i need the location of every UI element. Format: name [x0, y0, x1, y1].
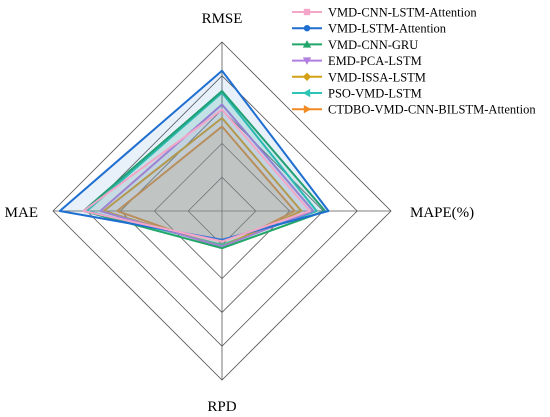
legend-item-vmd-issa-lstm: VMD-ISSA-LSTM: [292, 70, 426, 84]
legend-label: VMD-CNN-LSTM-Attention: [328, 6, 477, 20]
legend-item-vmd-cnn-gru: VMD-CNN-GRU: [292, 38, 418, 52]
legend-label: VMD-ISSA-LSTM: [328, 70, 426, 84]
legend-label: VMD-CNN-GRU: [328, 38, 418, 52]
axis-label-right: MAPE(%): [410, 205, 474, 221]
legend-marker-circle: [303, 25, 311, 32]
series-polygon-emd-pca-lstm: [99, 103, 315, 248]
series-polygon-vmd-cnn-gru: [82, 90, 327, 250]
legend-label: PSO-VMD-LSTM: [328, 87, 422, 101]
legend-item-vmd-lstm-attention: VMD-LSTM-Attention: [292, 22, 447, 36]
legend-marker-diamond: [302, 72, 312, 81]
radar-series: [58, 69, 330, 250]
radar-axis-labels: RMSE MAPE(%) RPD MAE: [5, 11, 475, 415]
legend-marker-triangle-left: [302, 88, 311, 98]
series-polygon-vmd-lstm-attention: [58, 69, 330, 241]
legend-label: CTDBO-VMD-CNN-BILSTM-Attention: [328, 103, 536, 117]
legend-marker-square: [303, 8, 311, 16]
legend-label: EMD-PCA-LSTM: [328, 54, 422, 68]
legend-label: VMD-LSTM-Attention: [328, 22, 447, 36]
series-polygon-pso-vmd-lstm: [85, 91, 318, 246]
legend-item-ctdbo-vmd-cnn-bilstm-attention: CTDBO-VMD-CNN-BILSTM-Attention: [292, 103, 536, 117]
legend-item-pso-vmd-lstm: PSO-VMD-LSTM: [292, 87, 422, 101]
legend-marker-triangle-up: [302, 40, 312, 48]
legend-item-emd-pca-lstm: EMD-PCA-LSTM: [292, 54, 422, 68]
axis-label-left: MAE: [5, 205, 38, 221]
axis-label-bottom: RPD: [207, 399, 236, 415]
axis-label-top: RMSE: [202, 11, 243, 27]
legend-marker-triangle-right: [303, 105, 312, 114]
legend-marker-triangle-down: [302, 57, 312, 65]
legend-item-vmd-cnn-lstm-attention: VMD-CNN-LSTM-Attention: [292, 6, 477, 20]
legend: VMD-CNN-LSTM-Attention VMD-LSTM-Attention…: [292, 6, 536, 117]
series-polygon-vmd-cnn-lstm-attention: [82, 108, 311, 243]
